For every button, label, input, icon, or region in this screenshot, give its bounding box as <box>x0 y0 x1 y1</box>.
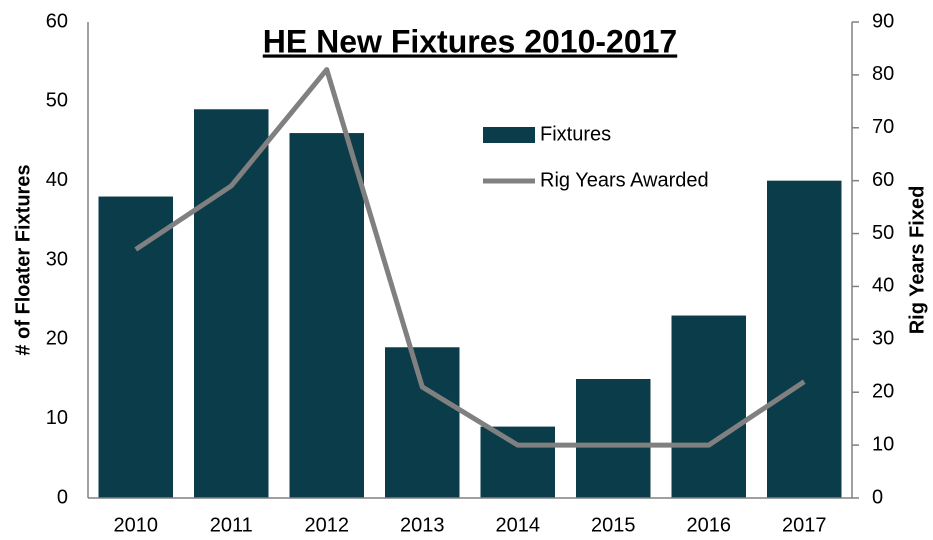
y-axis-label: # of Floater Fixtures <box>12 164 34 355</box>
y2-tick-label: 10 <box>872 433 894 455</box>
x-tick-label: 2017 <box>782 514 827 536</box>
x-tick-label: 2016 <box>687 514 732 536</box>
y2-tick-label: 80 <box>872 63 894 85</box>
y-tick-label: 60 <box>46 10 68 32</box>
y2-tick-label: 90 <box>872 10 894 32</box>
y-tick-label: 0 <box>57 486 68 508</box>
bar <box>98 196 173 499</box>
y2-tick-label: 60 <box>872 169 894 191</box>
bar <box>767 180 842 498</box>
y2-tick-label: 40 <box>872 275 894 297</box>
bar <box>289 133 364 499</box>
y-tick-label: 10 <box>46 407 68 429</box>
bar <box>671 315 746 498</box>
bar <box>480 426 555 498</box>
y2-tick-label: 20 <box>872 381 894 403</box>
y2-axis-label: Rig Years Fixed <box>906 186 928 335</box>
line <box>134 67 806 448</box>
bar <box>194 109 269 499</box>
bar <box>385 347 460 498</box>
legend-swatch <box>483 127 535 143</box>
y-tick-label: 40 <box>46 169 68 191</box>
legend-label: Rig Years Awarded <box>540 169 709 191</box>
y-tick-label: 50 <box>46 90 68 112</box>
y2-tick-label: 0 <box>872 486 883 508</box>
y2-tick-label: 30 <box>872 328 894 350</box>
y-tick-label: 30 <box>46 248 68 270</box>
x-tick-label: 2012 <box>305 514 350 536</box>
y2-tick-label: 50 <box>872 222 894 244</box>
x-tick-label: 2013 <box>400 514 445 536</box>
x-tick-label: 2011 <box>210 514 253 536</box>
y2-tick-label: 70 <box>872 116 894 138</box>
chart-title: HE New Fixtures 2010-2017 <box>263 23 677 59</box>
bar <box>576 379 651 498</box>
x-tick-label: 2010 <box>114 514 159 536</box>
x-tick-label: 2015 <box>591 514 636 536</box>
legend-label: Fixtures <box>540 123 611 145</box>
x-tick-label: 2014 <box>496 514 541 536</box>
y-tick-label: 20 <box>46 328 68 350</box>
